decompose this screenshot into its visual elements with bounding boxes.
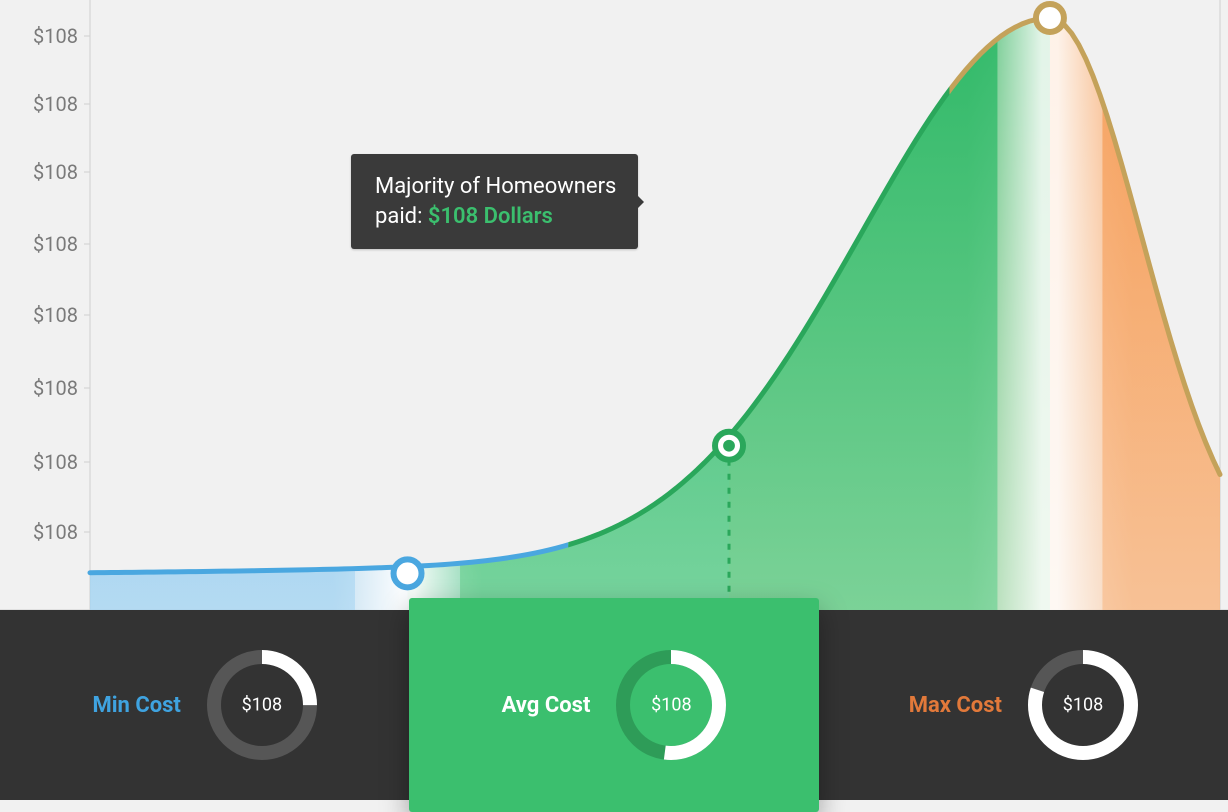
panel-max-cost: Max Cost $108 [819, 610, 1228, 800]
svg-text:$108: $108 [33, 92, 78, 116]
value-max: $108 [1063, 695, 1103, 716]
svg-text:$108: $108 [33, 376, 78, 400]
svg-text:$108: $108 [33, 450, 78, 474]
cost-distribution-chart: $108 $108 $108 $108 $108 $108 $108 $108 Majorit… [0, 0, 1228, 800]
value-avg: $108 [651, 695, 691, 716]
summary-panels: Min Cost $108 Avg Cost $108 Max Cost $10… [0, 610, 1228, 800]
svg-text:$108: $108 [33, 160, 78, 184]
tooltip-line2-prefix: paid: [375, 204, 428, 229]
svg-text:$108: $108 [33, 303, 78, 327]
tooltip-line2: paid: $108 Dollars [375, 202, 616, 232]
value-min: $108 [242, 695, 282, 716]
donut-max: $108 [1028, 650, 1138, 760]
donut-avg: $108 [616, 650, 726, 760]
svg-text:$108: $108 [33, 520, 78, 544]
svg-text:$108: $108 [33, 24, 78, 48]
label-avg-cost: Avg Cost [502, 693, 591, 718]
tooltip-line2-accent: $108 Dollars [428, 204, 553, 229]
panel-avg-cost: Avg Cost $108 [409, 598, 818, 812]
donut-min: $108 [207, 650, 317, 760]
tooltip-line1: Majority of Homeowners [375, 172, 616, 202]
panel-min-cost: Min Cost $108 [0, 610, 409, 800]
label-max-cost: Max Cost [909, 693, 1002, 718]
svg-text:$108: $108 [33, 232, 78, 256]
majority-tooltip: Majority of Homeowners paid: $108 Dollar… [351, 154, 638, 249]
label-min-cost: Min Cost [92, 693, 180, 718]
